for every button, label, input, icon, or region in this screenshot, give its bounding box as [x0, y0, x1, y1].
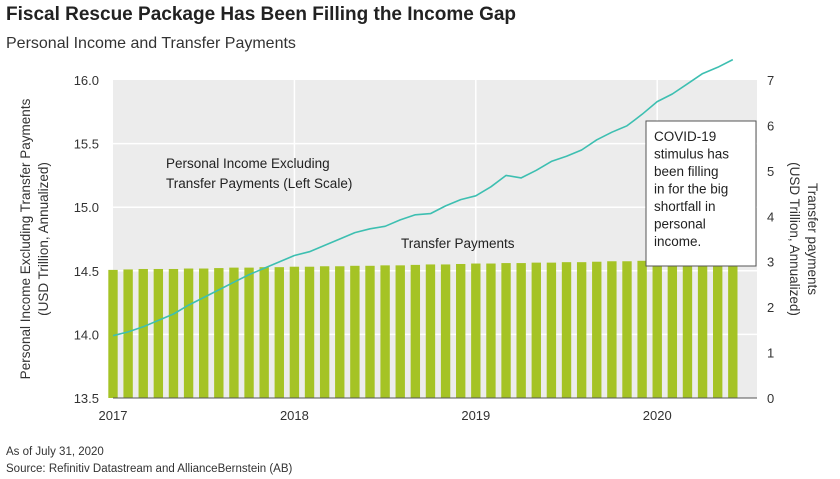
callout-box [645, 120, 757, 267]
bar-transfer-payments [652, 260, 662, 398]
bar-transfer-payments [108, 269, 118, 398]
bar-transfer-payments [199, 268, 209, 398]
date-note: As of July 31, 2020 [6, 446, 104, 458]
y-left-tick-label: 13.5 [74, 391, 99, 406]
bar-transfer-payments [410, 264, 421, 398]
bar-transfer-payments [289, 266, 300, 398]
y-right-tick-label: 1 [767, 346, 774, 361]
bar-transfer-payments [592, 261, 602, 398]
source-note: Source: Refinitiv Datastream and Allianc… [6, 463, 293, 475]
bar-transfer-payments [667, 259, 678, 398]
bar-transfer-payments [168, 268, 179, 398]
line-series-label: Personal Income Excluding [166, 156, 330, 171]
bar-transfer-payments [440, 264, 451, 398]
bar-transfer-payments [456, 263, 466, 398]
bar-transfer-payments [501, 263, 511, 398]
x-tick-label: 2018 [280, 408, 309, 423]
bar-transfer-payments [259, 267, 269, 398]
bar-transfer-payments [561, 262, 572, 398]
bar-transfer-payments [682, 257, 693, 398]
bar-transfer-payments [697, 251, 708, 398]
callout-text: shortfall in [654, 199, 716, 214]
bar-transfer-payments [244, 267, 254, 398]
bar-transfer-payments [335, 266, 345, 398]
bar-transfer-payments [622, 261, 632, 398]
y-right-axis-title: Transfer payments [805, 183, 820, 295]
bar-transfer-payments [350, 265, 360, 398]
bar-transfer-payments [471, 263, 481, 398]
bar-transfer-payments [304, 266, 315, 398]
y-left-tick-label: 15.5 [74, 137, 99, 152]
y-left-axis-title: (USD Trillion, Annualized) [36, 162, 51, 316]
bar-transfer-payments [713, 246, 723, 398]
y-left-tick-label: 15.0 [74, 200, 99, 215]
y-left-axis-title: Personal Income Excluding Transfer Payme… [18, 98, 33, 379]
callout-text: been filling [654, 164, 719, 179]
y-left-tick-label: 14.0 [74, 327, 99, 342]
x-tick-label: 2017 [99, 408, 128, 423]
bar-transfer-payments [274, 267, 284, 398]
bar-transfer-payments [319, 266, 330, 398]
bar-transfer-payments [214, 268, 224, 398]
bar-transfer-payments [138, 268, 148, 398]
chart-subtitle: Personal Income and Transfer Payments [6, 35, 296, 52]
x-tick-label: 2019 [461, 408, 490, 423]
y-left-tick-label: 14.5 [74, 264, 99, 279]
bar-transfer-payments [486, 263, 496, 398]
y-right-tick-label: 6 [767, 118, 774, 133]
bar-transfer-payments [183, 268, 194, 398]
bar-series-label: Transfer Payments [401, 236, 515, 251]
bar-transfer-payments [531, 262, 541, 398]
bar-transfer-payments [153, 268, 164, 398]
y-right-tick-label: 2 [767, 300, 774, 315]
y-right-axis-title: (USD Trillion, Annualized) [787, 162, 802, 316]
bar-transfer-payments [516, 263, 526, 398]
bar-transfer-payments [728, 243, 738, 398]
callout-text: stimulus has [654, 147, 729, 162]
bar-transfer-payments [576, 262, 587, 398]
bar-transfer-payments [607, 261, 617, 398]
bar-transfer-payments [637, 260, 647, 398]
callout-text: in for the big [654, 182, 728, 197]
bar-transfer-payments [425, 264, 436, 398]
y-right-tick-label: 3 [767, 255, 774, 270]
bar-transfer-payments [123, 269, 133, 398]
x-tick-label: 2020 [643, 408, 672, 423]
bar-transfer-payments [380, 265, 390, 398]
callout-text: COVID-19 [654, 129, 716, 144]
y-right-tick-label: 0 [767, 391, 774, 406]
bar-transfer-payments [395, 265, 405, 398]
callout-text: personal [654, 217, 706, 232]
chart-title: Fiscal Rescue Package Has Been Filling t… [6, 4, 517, 25]
bar-transfer-payments [546, 262, 557, 398]
line-series-label: Transfer Payments (Left Scale) [166, 176, 352, 191]
y-left-tick-label: 16.0 [74, 73, 99, 88]
bar-transfer-payments [365, 265, 375, 398]
callout-text: income. [654, 234, 701, 249]
y-right-tick-label: 5 [767, 164, 774, 179]
bar-transfer-payments [229, 267, 239, 398]
y-right-tick-label: 4 [767, 209, 774, 224]
line-personal-income [112, 58, 734, 337]
y-right-tick-label: 7 [767, 73, 774, 88]
